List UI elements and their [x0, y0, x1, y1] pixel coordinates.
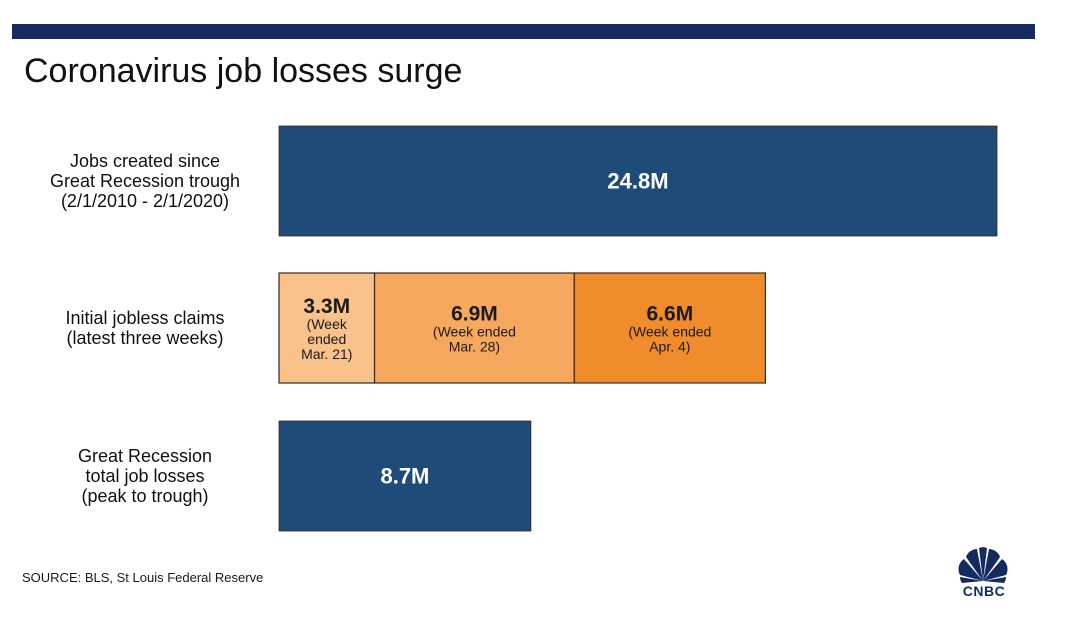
bar-value-label: 6.6M	[647, 302, 694, 325]
row-label-line: (2/1/2010 - 2/1/2020)	[60, 191, 230, 211]
bar-value-label: 24.8M	[607, 169, 668, 194]
row-label-line: Initial jobless claims	[65, 308, 225, 328]
bar-segment	[278, 125, 998, 237]
header-accent-bar	[12, 24, 1035, 39]
source-note: SOURCE: BLS, St Louis Federal Reserve	[22, 570, 264, 585]
row-label-line: Jobs created since	[69, 151, 221, 171]
row-label-line: (latest three weeks)	[66, 328, 224, 348]
row-label-line: Great Recession trough	[49, 171, 241, 191]
logo-wordmark: CNBC	[962, 583, 1006, 599]
row-label: Initial jobless claims (latest three week…	[10, 308, 280, 348]
row-label: Jobs created since Great Recession trough…	[10, 151, 280, 211]
bar-segment	[573, 272, 766, 384]
bar-segment	[278, 420, 532, 532]
bar-segment	[278, 272, 376, 384]
bar-value-label: 3.3M	[303, 295, 350, 318]
bar-sub-label: (Week ended	[628, 323, 711, 339]
chart-title: Coronavirus job losses surge	[24, 52, 463, 90]
bar-value-label: 6.9M	[451, 302, 498, 325]
bar-sub-label: ended	[307, 331, 346, 347]
bar-value-label: 8.7M	[380, 464, 429, 489]
row-label-line: total job losses	[85, 466, 205, 486]
row-label: Great Recession total job losses (peak to …	[10, 446, 280, 506]
bar-segment	[373, 272, 575, 384]
peacock-logo-icon	[958, 547, 1008, 583]
bar-sub-label: Mar. 21)	[301, 346, 352, 362]
bar-sub-label: (Week	[307, 316, 348, 332]
row-label-line: (peak to trough)	[81, 486, 209, 506]
bar-sub-label: Apr. 4)	[649, 338, 690, 354]
bar-sub-label: (Week ended	[433, 323, 516, 339]
bar-sub-label: Mar. 28)	[449, 338, 500, 354]
row-label-line: Great Recession	[77, 446, 213, 466]
